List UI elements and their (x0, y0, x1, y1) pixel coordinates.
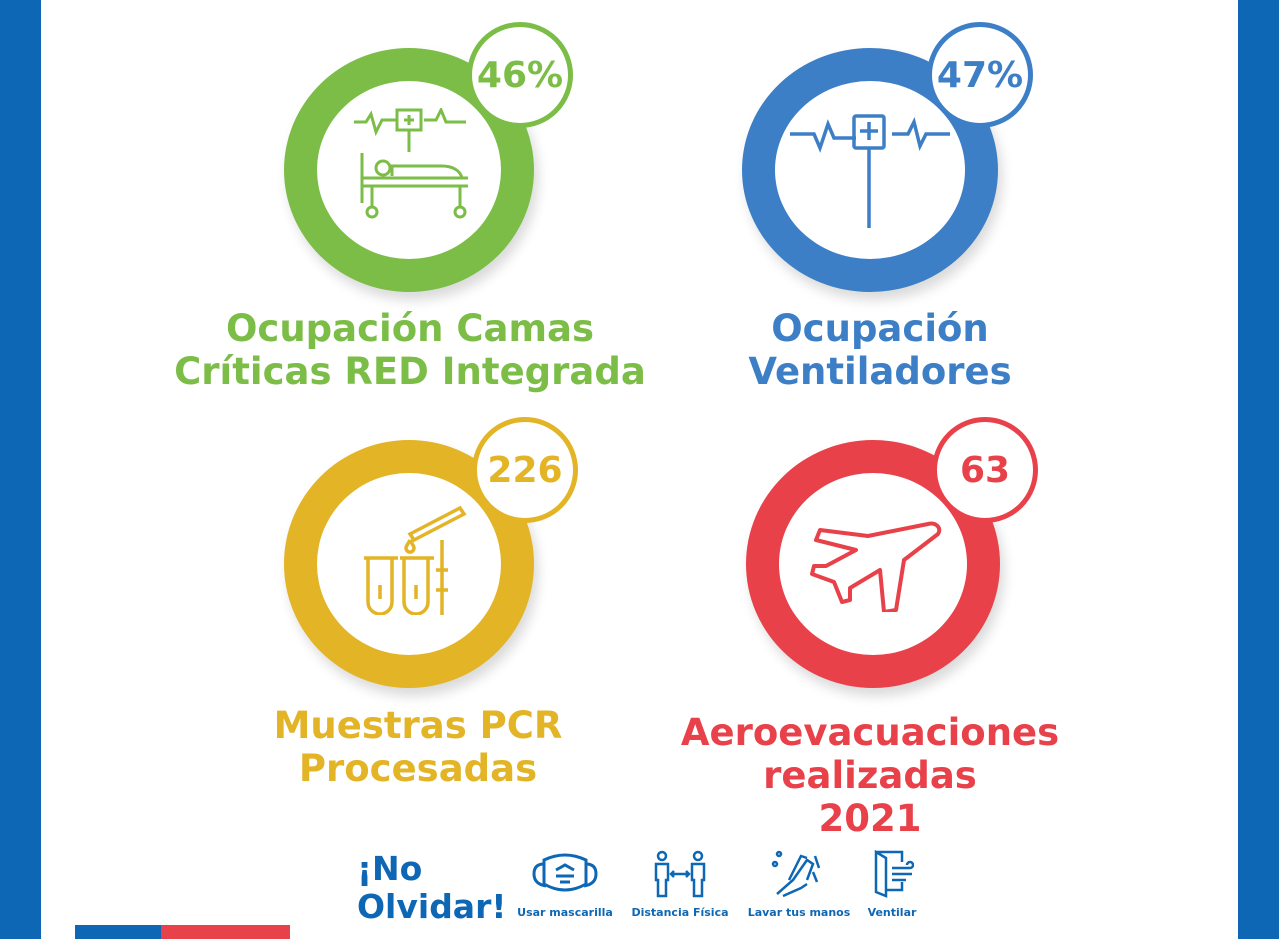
title-line: Ventiladores (748, 350, 1012, 393)
test-tubes-icon (364, 505, 467, 615)
title-line: Muestras PCR (273, 704, 563, 747)
value-badge: 46% (467, 22, 573, 128)
tip-distance: Distancia Física (628, 850, 732, 919)
tip-label: Usar mascarilla (517, 906, 613, 919)
title-line: realizadas (763, 754, 977, 797)
reminder-title-line: ¡No (357, 849, 423, 888)
title-line: Críticas RED Integrada (174, 350, 646, 393)
hand-wash-icon (771, 850, 821, 898)
tip-mask: Usar mascarilla (513, 850, 617, 919)
tip-label: Ventilar (867, 906, 917, 919)
iv-drip-heartbeat-icon (790, 114, 950, 228)
value-badge: 47% (927, 22, 1033, 128)
hospital-bed-icon (354, 108, 468, 219)
window-ventilate-icon (874, 849, 915, 898)
title-line: Aeroevacuaciones (680, 711, 1060, 754)
flag-blue-stripe (75, 925, 161, 939)
distance-icon (654, 850, 706, 898)
mask-icon (532, 853, 598, 892)
reminder-title: ¡No Olvidar! (357, 850, 506, 926)
title-line: Procesadas (298, 747, 538, 790)
title-line: Ocupación (771, 307, 989, 350)
tip-handwash: Lavar tus manos (744, 850, 854, 919)
value-badge: 63 (932, 417, 1038, 523)
flag-red-stripe (161, 925, 290, 939)
reminder-title-line: Olvidar! (357, 887, 507, 926)
title-line: Ocupación Camas (225, 307, 595, 350)
tip-label: Lavar tus manos (747, 906, 851, 919)
title-line: 2021 (818, 797, 922, 840)
tip-ventilate: Ventilar (862, 849, 922, 919)
airplane-icon (810, 521, 942, 612)
tip-label: Distancia Física (631, 906, 729, 919)
left-border (0, 0, 41, 939)
value-badge: 226 (472, 417, 578, 523)
right-border (1238, 0, 1279, 939)
